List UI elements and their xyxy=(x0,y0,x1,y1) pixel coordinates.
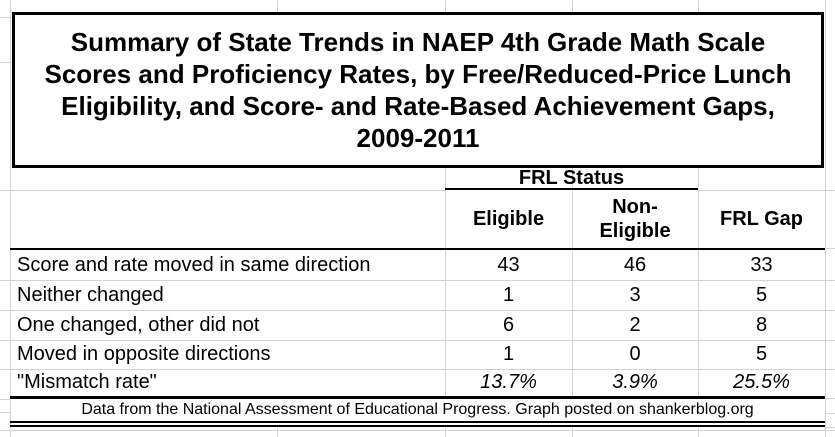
footer-source-note: Data from the National Assessment of Edu… xyxy=(81,401,754,418)
cell-non-eligible: 3 xyxy=(629,283,641,306)
cell-frl-gap: 8 xyxy=(755,313,768,336)
column-header-eligible: Eligible xyxy=(472,207,545,230)
column-header-frl-gap: FRL Gap xyxy=(720,207,803,230)
cell-eligible: 43 xyxy=(497,253,520,276)
row-label: "Mismatch rate" xyxy=(17,371,157,393)
column-header-non-eligible: Non- Eligible xyxy=(599,196,671,242)
cell-eligible: 6 xyxy=(502,313,515,336)
footer-top-border xyxy=(10,396,825,399)
cell-frl-gap: 33 xyxy=(750,253,773,276)
title-line: Summary of State Trends in NAEP 4th Grad… xyxy=(70,27,766,57)
table-row: One changed, other did not 6 2 8 xyxy=(12,310,825,340)
table-row: Neither changed 1 3 5 xyxy=(12,280,825,310)
title-line: Scores and Proficiency Rates, by Free/Re… xyxy=(44,59,792,89)
row-label: Score and rate moved in same direction xyxy=(17,253,371,276)
cell-frl-gap: 25.5% xyxy=(733,371,790,393)
cell-eligible: 13.7% xyxy=(480,371,537,393)
cell-non-eligible: 3.9% xyxy=(612,371,658,393)
row-label: One changed, other did not xyxy=(17,313,260,336)
cell-non-eligible: 46 xyxy=(623,253,647,276)
footer-bottom-double-border xyxy=(10,421,825,427)
cell-frl-gap: 5 xyxy=(755,283,768,306)
title-line: Eligibility, and Score- and Rate-Based A… xyxy=(61,91,775,121)
table-row-mismatch-rate: "Mismatch rate" 13.7% 3.9% 25.5% xyxy=(12,369,825,396)
row-label: Moved in opposite directions xyxy=(17,343,271,365)
column-group-header-frl-status: FRL Status xyxy=(518,166,625,189)
header-bottom-border xyxy=(10,248,825,250)
cell-eligible: 1 xyxy=(502,283,515,306)
title-line: 2009-2011 xyxy=(356,123,480,153)
table-row: Score and rate moved in same direction 4… xyxy=(12,250,825,280)
cell-frl-gap: 5 xyxy=(755,343,768,365)
title-box: Summary of State Trends in NAEP 4th Grad… xyxy=(12,12,824,168)
row-label: Neither changed xyxy=(17,283,164,306)
cell-eligible: 1 xyxy=(502,343,515,365)
column-group-underline xyxy=(445,188,698,190)
cell-non-eligible: 0 xyxy=(629,343,641,365)
cell-non-eligible: 2 xyxy=(629,313,641,336)
table-row: Moved in opposite directions 1 0 5 xyxy=(12,340,825,369)
